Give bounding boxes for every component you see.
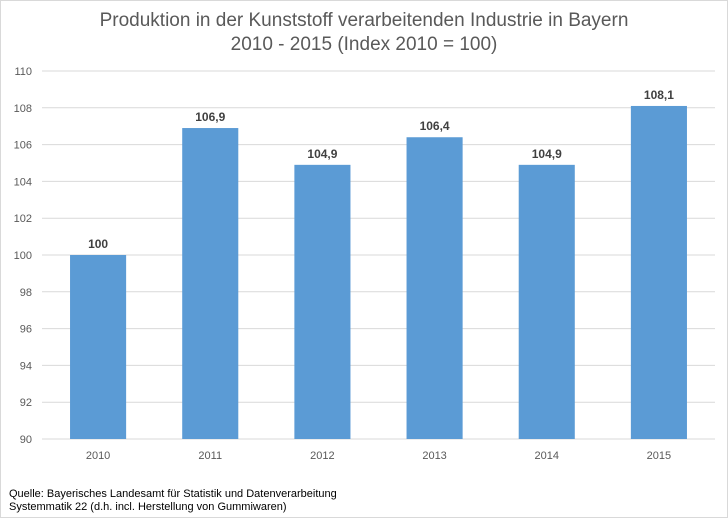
data-label: 104,9 — [307, 147, 337, 161]
y-tick-label: 92 — [20, 397, 32, 409]
bar-2011 — [182, 128, 239, 439]
data-label: 104,9 — [532, 147, 562, 161]
y-tick-label: 96 — [20, 324, 32, 336]
x-tick-label: 2015 — [647, 450, 671, 462]
bar-2013 — [406, 137, 463, 440]
y-tick-label: 106 — [14, 140, 32, 152]
y-tick-label: 90 — [20, 434, 32, 446]
bar-2014 — [518, 164, 575, 439]
bars — [70, 105, 687, 440]
y-tick-label: 110 — [14, 66, 32, 78]
source-line-1: Quelle: Bayerisches Landesamt für Statis… — [9, 488, 337, 500]
x-tick-label: 2010 — [86, 450, 110, 462]
chart-subtitle: 2010 - 2015 (Index 2010 = 100) — [230, 34, 498, 55]
chart-title: Produktion in der Kunststoff verarbeiten… — [99, 10, 629, 31]
data-label: 106,9 — [195, 110, 225, 124]
y-tick-label: 94 — [20, 360, 32, 372]
x-tick-label: 2011 — [198, 450, 222, 462]
data-label: 100 — [88, 237, 108, 251]
y-tick-label: 102 — [14, 213, 32, 225]
y-tick-label: 104 — [14, 176, 32, 188]
y-tick-label: 100 — [14, 250, 32, 262]
source-note: Quelle: Bayerisches Landesamt für Statis… — [9, 488, 337, 514]
bar-2012 — [294, 164, 351, 439]
data-labels: 100 106,9 104,9 106,4 104,9 108,1 — [88, 88, 674, 251]
x-tick-label: 2014 — [535, 450, 559, 462]
y-tick-label: 98 — [20, 287, 32, 299]
bar-2015 — [630, 105, 687, 440]
chart-title-block: Produktion in der Kunststoff verarbeiten… — [1, 9, 727, 57]
x-tick-label: 2013 — [422, 450, 446, 462]
data-label: 108,1 — [644, 88, 674, 102]
y-tick-label: 108 — [14, 103, 32, 115]
gridlines — [42, 70, 715, 440]
y-axis-ticks: 90 92 94 96 98 100 102 104 106 108 110 — [14, 66, 32, 446]
bar-2010 — [70, 255, 127, 439]
source-line-2: Systemmatik 22 (d.h. incl. Herstellung v… — [9, 501, 287, 513]
x-axis-ticks: 2010 2011 2012 2013 2014 2015 — [86, 450, 671, 462]
x-tick-label: 2012 — [310, 450, 334, 462]
data-label: 106,4 — [420, 119, 450, 133]
